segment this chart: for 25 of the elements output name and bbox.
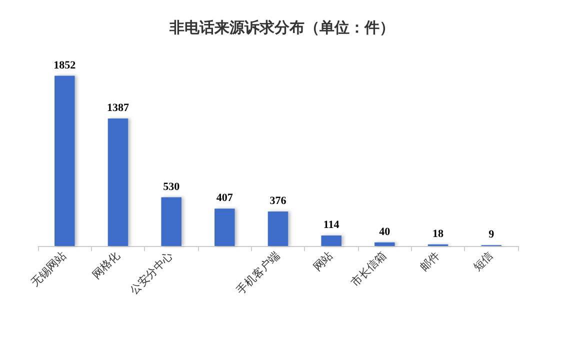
data-label: 407 [216,192,234,204]
data-label: 376 [270,194,287,207]
x-tick-label: 无锡网站 [28,249,69,290]
bar [214,208,235,246]
data-label: 9 [488,228,495,241]
bar [108,118,128,246]
bar [321,236,342,246]
x-tick-label: 手机客户端 [234,249,282,298]
bar [374,242,395,246]
bar [161,197,182,246]
chart-title: 非电话来源诉求分布（单位：件） [168,20,394,36]
data-label: 530 [163,180,180,193]
x-tick-label: 邮件 [417,249,442,274]
bar [268,211,288,246]
x-tick-label: 网格化 [90,250,122,282]
x-tick-label: 市长信箱 [348,249,389,290]
x-tick-label: 短信 [472,250,496,274]
x-tick-label: 公安分中心 [127,249,176,298]
data-label: 18 [432,228,444,240]
data-label: 1852 [54,59,76,72]
data-label: 114 [323,219,340,232]
x-tick-label: 网站 [310,249,336,274]
data-label: 1387 [107,102,130,114]
data-label: 40 [379,226,391,238]
bar [54,76,75,246]
